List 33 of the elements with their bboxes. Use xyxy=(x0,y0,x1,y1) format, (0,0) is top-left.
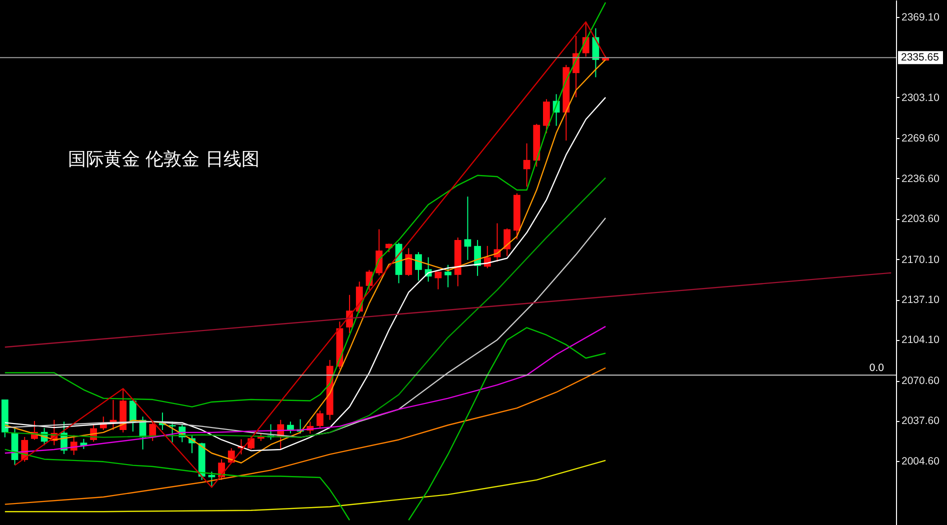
candlestick xyxy=(405,248,412,276)
y-tick-label: 2203.60 xyxy=(902,213,940,226)
candlestick xyxy=(168,421,176,443)
candlestick xyxy=(444,264,452,288)
y-tick-label: 2369.10 xyxy=(902,11,940,24)
candlestick xyxy=(504,228,511,256)
line-series xyxy=(4,367,606,505)
line-series xyxy=(4,460,606,512)
y-tick-label: 2070.60 xyxy=(902,375,940,388)
y-tick-label: 2137.10 xyxy=(902,294,940,306)
candlestick xyxy=(208,471,216,488)
line-series xyxy=(408,327,606,521)
candlestick xyxy=(316,410,324,429)
y-tick-label: 2104.10 xyxy=(902,334,940,346)
ref-line-label: 2335.65 xyxy=(901,52,940,64)
candlestick xyxy=(434,271,442,290)
candlestick xyxy=(415,252,422,282)
y-tick-label: 2037.60 xyxy=(902,415,940,428)
y-tick-label: 2303.10 xyxy=(902,92,940,104)
y-tick-label: 2170.10 xyxy=(902,254,940,266)
y-tick-label: 2236.60 xyxy=(902,172,940,185)
y-tick-label: 2269.60 xyxy=(902,132,940,145)
candlestick xyxy=(376,228,383,276)
text: 国际黄金 伦敦金 日线图 xyxy=(68,149,260,170)
candlestick xyxy=(464,196,472,260)
candlestick xyxy=(592,28,600,78)
annotation: 0.0 xyxy=(869,362,884,374)
line-series xyxy=(4,2,606,408)
candlestick xyxy=(523,142,530,188)
y-tick-label: 2004.60 xyxy=(902,455,940,468)
candlestick xyxy=(129,399,136,432)
line-series xyxy=(4,326,606,454)
candlestick xyxy=(248,436,255,450)
